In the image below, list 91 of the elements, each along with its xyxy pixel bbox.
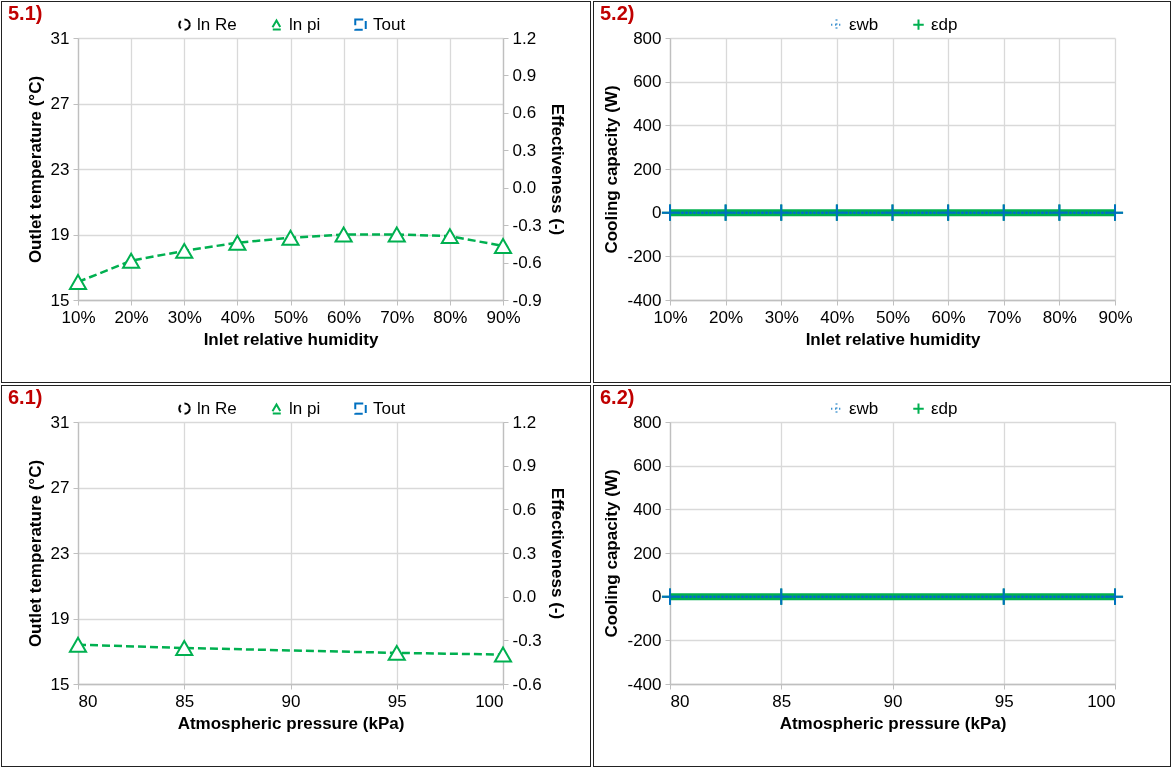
y-tick-label: 19 bbox=[50, 609, 70, 628]
y2-tick-label: -0.6 bbox=[512, 674, 542, 694]
y-tick-label: -400 bbox=[627, 674, 662, 694]
y-tick-label: -400 bbox=[627, 290, 662, 310]
y-axis-title: Outlet temperature (°C) bbox=[25, 75, 45, 264]
x-tick-label: 85 bbox=[772, 691, 792, 711]
y-axis-title: Cooling capacity (W) bbox=[602, 85, 622, 254]
y2-tick-label: 0.0 bbox=[512, 587, 537, 607]
legend-label: εwb bbox=[849, 398, 879, 418]
y2-tick-label: -0.9 bbox=[512, 290, 542, 310]
y-tick-label: 23 bbox=[50, 159, 70, 179]
legend-label: Tout bbox=[373, 14, 406, 34]
y-axis-title: Cooling capacity (W) bbox=[602, 469, 622, 638]
y-tick-label: 23 bbox=[50, 543, 70, 563]
y-axis-title: Outlet temperature (°C) bbox=[25, 459, 45, 648]
x-tick-label: 85 bbox=[175, 691, 195, 711]
y-tick-label: 400 bbox=[633, 499, 662, 519]
x-tick-label: 40% bbox=[220, 307, 255, 327]
y-tick-label: 31 bbox=[50, 28, 70, 48]
x-tick-label: 50% bbox=[273, 307, 309, 327]
y-tick-label: -200 bbox=[627, 630, 662, 650]
chart-title: 6.2) bbox=[600, 386, 635, 408]
y-tick-label: -200 bbox=[627, 246, 662, 266]
y2-tick-label: -0.3 bbox=[512, 630, 542, 650]
y2-tick-label: 0.3 bbox=[512, 140, 537, 160]
y2-tick-label: 1.2 bbox=[512, 412, 537, 432]
x-tick-label: 80 bbox=[670, 691, 690, 711]
x-tick-label: 20% bbox=[114, 307, 149, 327]
legend-label: Tout bbox=[373, 398, 406, 418]
x-tick-label: 90 bbox=[883, 691, 903, 711]
x-axis-title: Inlet relative humidity bbox=[203, 329, 379, 349]
y2-axis-title: Effectiveness (-) bbox=[547, 103, 567, 236]
legend-label: ln Re bbox=[197, 14, 237, 34]
y-tick-label: 800 bbox=[633, 28, 662, 48]
chart-title: 5.1) bbox=[8, 2, 43, 24]
y-tick-label: 15 bbox=[50, 674, 70, 694]
x-tick-label: 100 bbox=[475, 691, 504, 711]
y-tick-label: 200 bbox=[633, 543, 662, 563]
x-tick-label: 80% bbox=[1042, 307, 1077, 327]
x-tick-label: 95 bbox=[994, 691, 1014, 711]
x-tick-label: 90% bbox=[486, 307, 521, 327]
x-tick-label: 40% bbox=[820, 307, 855, 327]
y-tick-label: 0 bbox=[652, 203, 662, 223]
y-tick-label: 600 bbox=[633, 456, 662, 476]
y2-tick-label: 1.2 bbox=[512, 28, 537, 48]
legend-label: εdp bbox=[931, 398, 958, 418]
x-tick-label: 10% bbox=[653, 307, 688, 327]
x-tick-label: 50% bbox=[875, 307, 911, 327]
x-tick-label: 90 bbox=[281, 691, 301, 711]
y2-tick-label: 0.9 bbox=[512, 65, 537, 85]
chart-title: 5.2) bbox=[600, 2, 635, 24]
x-axis-title: Inlet relative humidity bbox=[805, 329, 981, 349]
y-tick-label: 400 bbox=[633, 115, 662, 135]
x-tick-label: 80% bbox=[433, 307, 468, 327]
y2-tick-label: 0.0 bbox=[512, 178, 537, 198]
x-tick-label: 70% bbox=[380, 307, 415, 327]
legend-label: ln pi bbox=[289, 14, 321, 34]
x-axis-title: Atmospheric pressure (kPa) bbox=[779, 713, 1007, 733]
legend-label: ln pi bbox=[289, 398, 321, 418]
x-tick-label: 60% bbox=[327, 307, 362, 327]
y2-tick-label: 0.3 bbox=[512, 543, 537, 563]
x-tick-label: 30% bbox=[764, 307, 799, 327]
x-tick-label: 100 bbox=[1087, 691, 1116, 711]
y-tick-label: 200 bbox=[633, 159, 662, 179]
x-tick-label: 20% bbox=[709, 307, 744, 327]
y-tick-label: 0 bbox=[652, 587, 662, 607]
y2-tick-label: -0.3 bbox=[512, 215, 542, 235]
legend-label: εwb bbox=[849, 14, 879, 34]
x-tick-label: 90% bbox=[1098, 307, 1133, 327]
y-tick-label: 15 bbox=[50, 290, 70, 310]
y-tick-label: 800 bbox=[633, 412, 662, 432]
y2-tick-label: 0.6 bbox=[512, 103, 537, 123]
x-tick-label: 70% bbox=[987, 307, 1022, 327]
y-tick-label: 31 bbox=[50, 412, 70, 432]
legend-label: εdp bbox=[931, 14, 958, 34]
y-tick-label: 27 bbox=[50, 478, 70, 497]
y2-tick-label: 0.9 bbox=[512, 456, 537, 476]
x-tick-label: 95 bbox=[387, 691, 407, 711]
x-tick-label: 10% bbox=[61, 307, 96, 327]
x-tick-label: 60% bbox=[931, 307, 966, 327]
legend-label: ln Re bbox=[197, 398, 237, 418]
y2-tick-label: 0.6 bbox=[512, 499, 537, 519]
y2-tick-label: -0.6 bbox=[512, 253, 542, 273]
chart-title: 6.1) bbox=[8, 386, 43, 408]
y-tick-label: 600 bbox=[633, 72, 662, 92]
x-tick-label: 80 bbox=[78, 691, 98, 711]
y-tick-label: 27 bbox=[50, 94, 70, 113]
x-tick-label: 30% bbox=[167, 307, 202, 327]
y2-axis-title: Effectiveness (-) bbox=[547, 487, 567, 620]
x-axis-title: Atmospheric pressure (kPa) bbox=[177, 713, 405, 733]
y-tick-label: 19 bbox=[50, 225, 70, 244]
